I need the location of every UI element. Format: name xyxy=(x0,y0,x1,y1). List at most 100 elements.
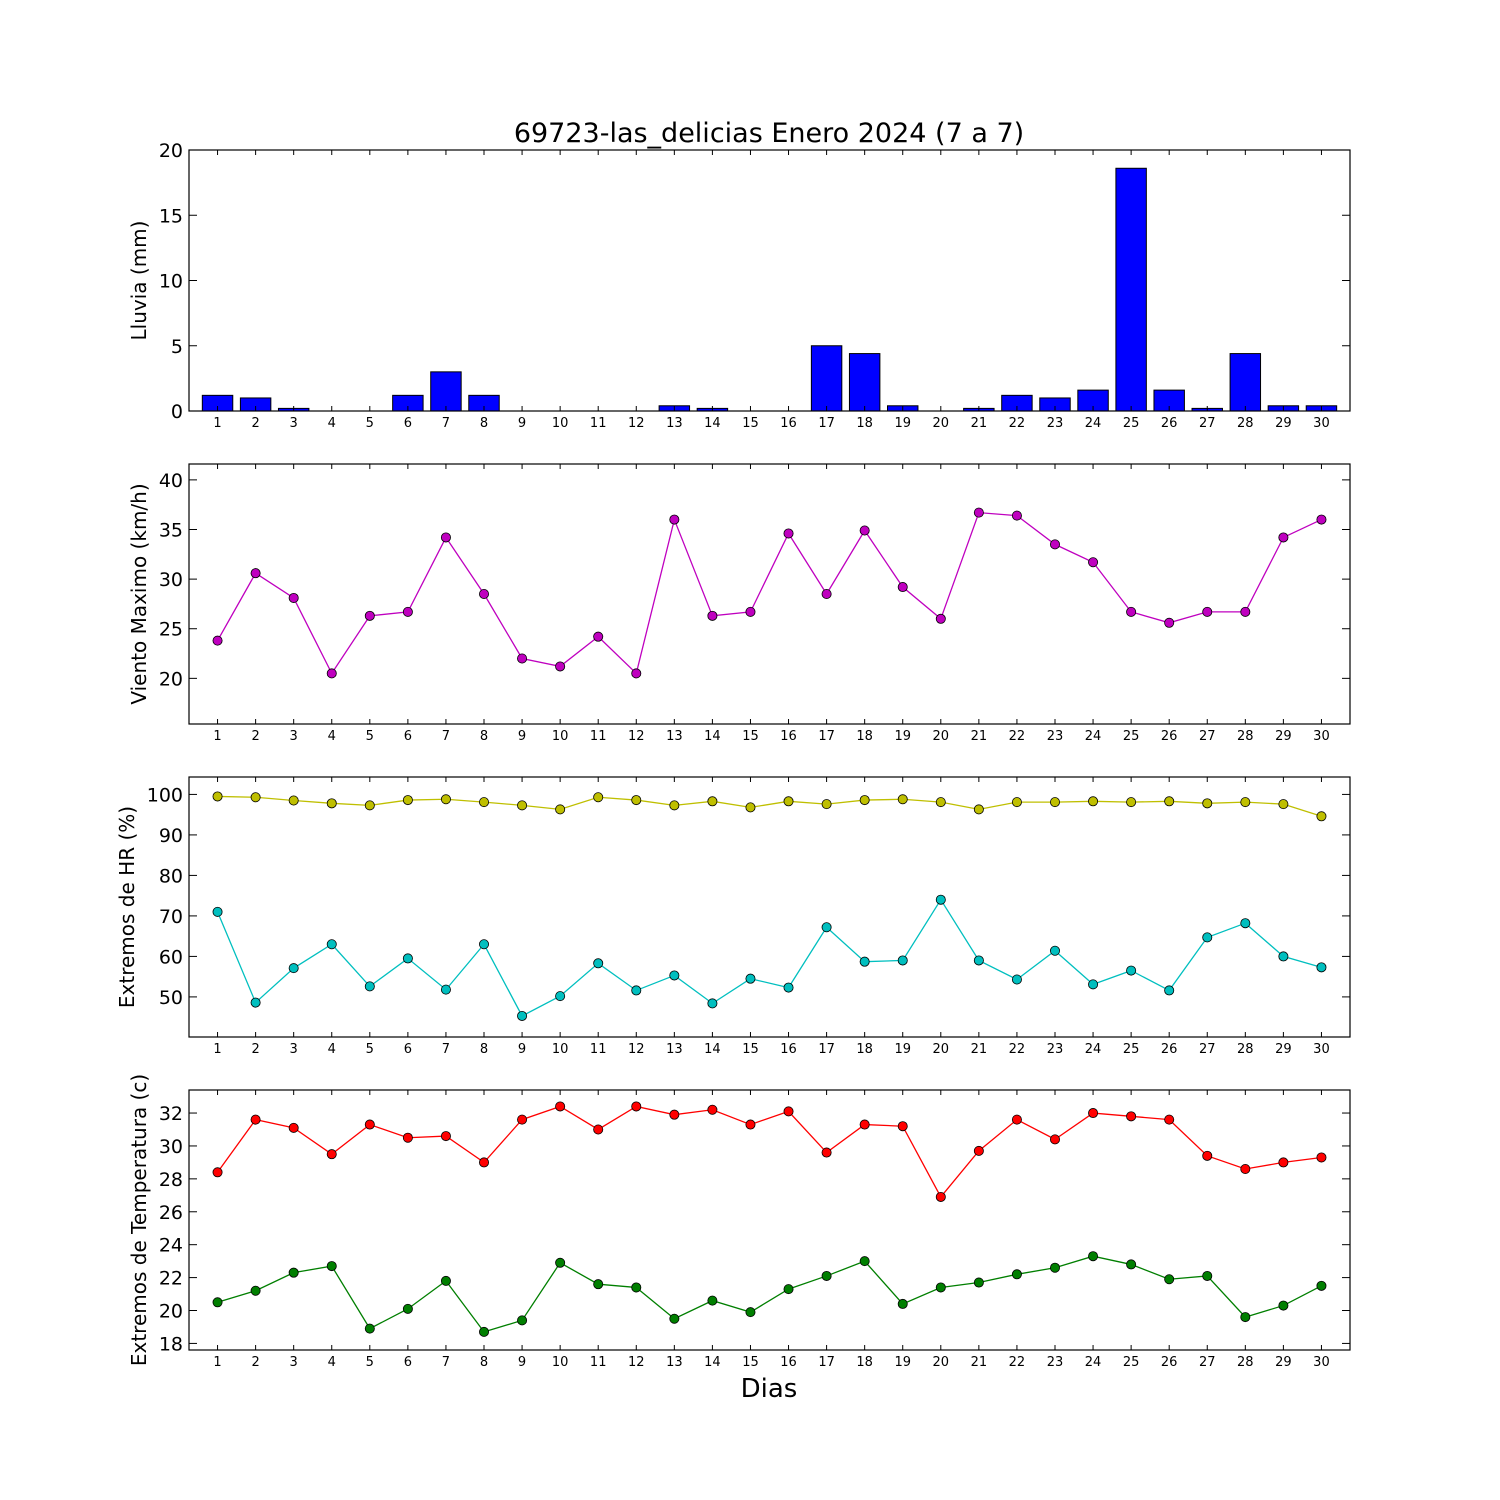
x-tick-label: 23 xyxy=(1047,1355,1064,1370)
y-tick-label: 5 xyxy=(171,336,183,358)
series-1-point-7 xyxy=(440,794,451,805)
series-2-point-8 xyxy=(479,1326,490,1337)
x-tick-label: 24 xyxy=(1085,729,1102,744)
series-1-point-6 xyxy=(402,1132,413,1143)
series-2-point-13 xyxy=(669,970,680,981)
series-1-point-5 xyxy=(364,1119,375,1130)
x-tick-label: 23 xyxy=(1047,1042,1064,1057)
series-2-point-12 xyxy=(631,985,642,996)
series-1-point-14 xyxy=(707,610,718,621)
series-1-point-19 xyxy=(897,794,908,805)
series-1-point-8 xyxy=(479,589,490,600)
x-tick-label: 13 xyxy=(666,1042,683,1057)
series-1-point-27 xyxy=(1202,798,1213,809)
series-1-point-29 xyxy=(1278,799,1289,810)
series-2-point-2 xyxy=(250,1285,261,1296)
series-1-point-17 xyxy=(821,799,832,810)
y-tick-label: 0 xyxy=(171,401,183,423)
series-2-point-22 xyxy=(1011,1269,1022,1280)
x-tick-label: 28 xyxy=(1237,729,1254,744)
series-1-point-1 xyxy=(212,791,223,802)
series-1-point-23 xyxy=(1049,1134,1060,1145)
x-tick-label: 22 xyxy=(1009,1042,1026,1057)
series-1-point-17 xyxy=(821,1147,832,1158)
subplot-4: 1 2 3 4 5 6 7 8 9 10 11 12 13 14 15 16 17 18 19 20 21 22 23 24 2… xyxy=(127,1074,1351,1370)
bar-day-17 xyxy=(810,345,843,412)
series-1-point-26 xyxy=(1164,796,1175,807)
series-2-point-23 xyxy=(1049,1262,1060,1273)
x-tick-label: 5 xyxy=(366,1355,374,1370)
x-tick-label: 26 xyxy=(1161,1042,1178,1057)
x-tick-label: 29 xyxy=(1275,416,1292,431)
x-tick-label: 6 xyxy=(404,1042,412,1057)
series-1-point-23 xyxy=(1049,539,1060,550)
series-1-point-2 xyxy=(250,1114,261,1125)
series-1-point-4 xyxy=(326,668,337,679)
x-axis-label: Dias xyxy=(741,1374,798,1404)
x-tick-label: 26 xyxy=(1161,1355,1178,1370)
y-tick-label: 60 xyxy=(159,946,183,968)
x-tick-label: 16 xyxy=(780,1355,797,1370)
series-1-point-6 xyxy=(402,795,413,806)
series-1-line xyxy=(217,1105,1322,1199)
x-tick-label: 1 xyxy=(213,1042,221,1057)
x-tick-label: 4 xyxy=(328,416,336,431)
series-2-point-4 xyxy=(326,1261,337,1272)
x-tick-label: 10 xyxy=(552,729,569,744)
series-2-point-21 xyxy=(973,1277,984,1288)
x-tick-label: 4 xyxy=(328,729,336,744)
x-tick-label: 22 xyxy=(1009,1355,1026,1370)
series-2-point-25 xyxy=(1126,965,1137,976)
series-1-point-9 xyxy=(517,653,528,664)
bar-day-25 xyxy=(1115,167,1147,412)
x-tick-label: 28 xyxy=(1237,1042,1254,1057)
series-1-point-19 xyxy=(897,1121,908,1132)
series-1-point-16 xyxy=(783,1106,794,1117)
series-1-point-4 xyxy=(326,798,337,809)
x-tick-label: 1 xyxy=(213,729,221,744)
series-1-point-28 xyxy=(1240,797,1251,808)
series-2-point-11 xyxy=(593,958,604,969)
x-tick-label: 5 xyxy=(366,416,374,431)
series-1-point-21 xyxy=(973,1145,984,1156)
series-2-line xyxy=(216,898,1322,1017)
series-1-point-22 xyxy=(1011,510,1022,521)
series-2-point-7 xyxy=(440,1275,451,1286)
y-tick-label: 24 xyxy=(159,1235,183,1257)
series-2-point-28 xyxy=(1240,918,1251,929)
x-tick-label: 2 xyxy=(251,729,259,744)
x-tick-label: 27 xyxy=(1199,729,1216,744)
x-tick-label: 2 xyxy=(251,416,259,431)
series-1-point-27 xyxy=(1202,606,1213,617)
x-tick-label: 9 xyxy=(518,1355,526,1370)
series-2-point-25 xyxy=(1126,1259,1137,1270)
x-tick-label: 29 xyxy=(1275,1355,1292,1370)
x-tick-label: 19 xyxy=(894,729,911,744)
y-axis-label: Extremos de HR (%) xyxy=(115,806,139,1008)
series-1-point-17 xyxy=(821,589,832,600)
series-2-point-4 xyxy=(326,939,337,950)
series-1-point-21 xyxy=(973,804,984,815)
y-tick-label: 26 xyxy=(159,1202,183,1224)
x-tick-label: 25 xyxy=(1123,729,1140,744)
x-tick-label: 10 xyxy=(552,1355,569,1370)
series-1-point-11 xyxy=(593,631,604,642)
series-2-point-27 xyxy=(1202,1270,1213,1281)
x-tick-label: 3 xyxy=(290,729,298,744)
subplot-3: 1 2 3 4 5 6 7 8 9 10 11 12 13 14 15 16 17 18 19 20 21 22 23 24 2… xyxy=(115,776,1351,1057)
x-tick-label: 27 xyxy=(1199,1042,1216,1057)
x-tick-label: 7 xyxy=(442,416,450,431)
x-tick-label: 27 xyxy=(1199,1355,1216,1370)
x-tick-label: 19 xyxy=(894,1042,911,1057)
series-1-point-5 xyxy=(364,610,375,621)
subplot-1: 1 2 3 4 5 6 7 8 9 10 11 12 13 14 15 16 17 18 19 20 21 22 23 24 2… xyxy=(127,140,1351,431)
series-1-point-25 xyxy=(1126,606,1137,617)
x-tick-label: 6 xyxy=(404,1355,412,1370)
x-tick-label: 30 xyxy=(1313,416,1330,431)
series-1-point-24 xyxy=(1088,557,1099,568)
series-2-point-20 xyxy=(935,894,946,905)
y-tick-label: 90 xyxy=(159,825,183,847)
y-tick-label: 70 xyxy=(159,906,183,928)
